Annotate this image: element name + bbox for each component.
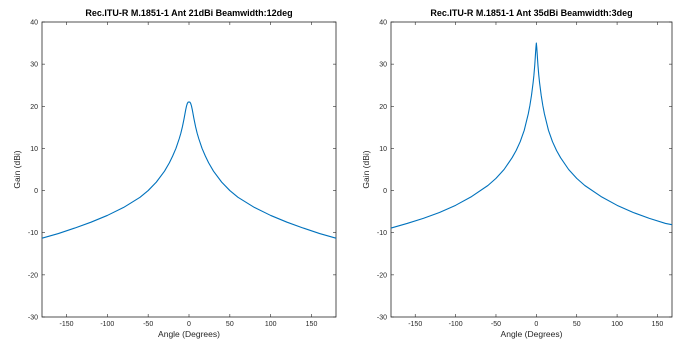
- x-tick-label: -100: [100, 321, 114, 328]
- y-tick-label: -30: [377, 315, 387, 322]
- plot-area: [41, 21, 337, 318]
- y-tick-label: -10: [377, 230, 387, 237]
- y-tick-label: -20: [377, 272, 387, 279]
- chart-left: Rec.ITU-R M.1851-1 Ant 21dBi Beamwidth:1…: [12, 8, 337, 339]
- y-tick-label: -20: [28, 272, 38, 279]
- y-axis-label: Gain (dBi): [12, 150, 22, 188]
- x-tick-label: -150: [408, 321, 422, 328]
- gain-pattern-line: [390, 42, 673, 229]
- y-axis-label: Gain (dBi): [361, 150, 371, 188]
- x-axis-label: Angle (Degrees): [158, 329, 220, 339]
- y-tick-label: 30: [379, 62, 387, 69]
- x-tick-label: -150: [59, 321, 73, 328]
- chart-right: Rec.ITU-R M.1851-1 Ant 35dBi Beamwidth:3…: [361, 8, 673, 339]
- y-tick-label: 10: [379, 146, 387, 153]
- y-axis-ticks: -30 -20 -10 0 10 20 30 40: [377, 20, 672, 322]
- chart-title: Rec.ITU-R M.1851-1 Ant 21dBi Beamwidth:1…: [85, 8, 292, 18]
- x-axis-ticks: -150 -100 -50 0 50 100 150: [408, 22, 663, 328]
- y-axis-ticks: -30 -20 -10 0 10 20 30 40: [28, 20, 336, 322]
- y-tick-label: 10: [30, 146, 38, 153]
- x-tick-label: 50: [226, 321, 234, 328]
- y-tick-label: -30: [28, 315, 38, 322]
- x-tick-label: 150: [306, 321, 318, 328]
- y-tick-label: 40: [379, 20, 387, 27]
- x-tick-label: -50: [491, 321, 501, 328]
- x-tick-label: 50: [573, 321, 581, 328]
- x-axis-label: Angle (Degrees): [501, 329, 563, 339]
- x-tick-label: 150: [652, 321, 664, 328]
- x-axis-ticks: -150 -100 -50 0 50 100 150: [59, 22, 317, 328]
- x-tick-label: 0: [187, 321, 191, 328]
- x-tick-label: -50: [143, 321, 153, 328]
- gain-pattern-line: [41, 101, 337, 239]
- x-tick-label: 100: [265, 321, 277, 328]
- y-tick-label: 20: [30, 104, 38, 111]
- y-tick-label: -10: [28, 230, 38, 237]
- x-tick-label: 0: [534, 321, 538, 328]
- chart-title: Rec.ITU-R M.1851-1 Ant 35dBi Beamwidth:3…: [430, 8, 632, 18]
- y-tick-label: 40: [30, 20, 38, 27]
- y-tick-label: 0: [383, 188, 387, 195]
- x-tick-label: -100: [449, 321, 463, 328]
- y-tick-label: 20: [379, 104, 387, 111]
- plot-area: [390, 21, 673, 318]
- y-tick-label: 0: [34, 188, 38, 195]
- y-tick-label: 30: [30, 62, 38, 69]
- x-tick-label: 100: [611, 321, 623, 328]
